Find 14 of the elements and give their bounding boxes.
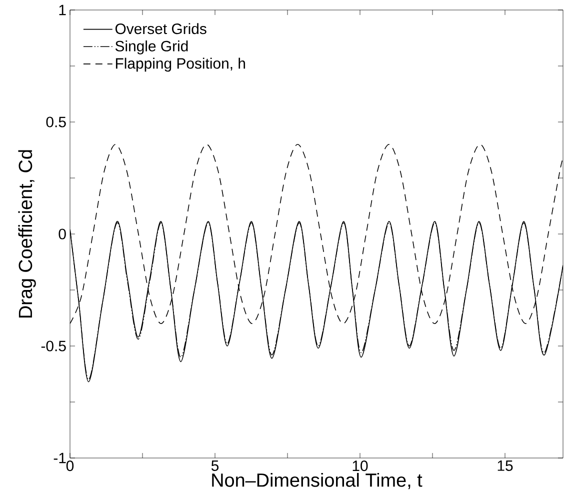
x-axis-title: Non–Dimensional Time, t <box>212 472 422 490</box>
legend-label: Overset Grids <box>115 23 206 34</box>
y-tick-label: -0.5 <box>41 340 66 352</box>
legend-label: Flapping Position, h <box>116 58 246 72</box>
y-tick-label: 1 <box>59 4 66 16</box>
x-tick-label: 10 <box>352 460 368 472</box>
y-tick-label: 0.5 <box>46 116 66 128</box>
y-tick-label: -1 <box>54 452 66 464</box>
y-axis-title: Drag Coefficient, Cd <box>18 150 36 318</box>
y-tick-label: 0 <box>58 228 66 240</box>
x-tick-label: 5 <box>211 460 219 471</box>
x-tick-label: 0 <box>66 460 74 472</box>
x-tick-label: 15 <box>498 460 513 471</box>
legend-label: Single Grid <box>115 40 188 54</box>
